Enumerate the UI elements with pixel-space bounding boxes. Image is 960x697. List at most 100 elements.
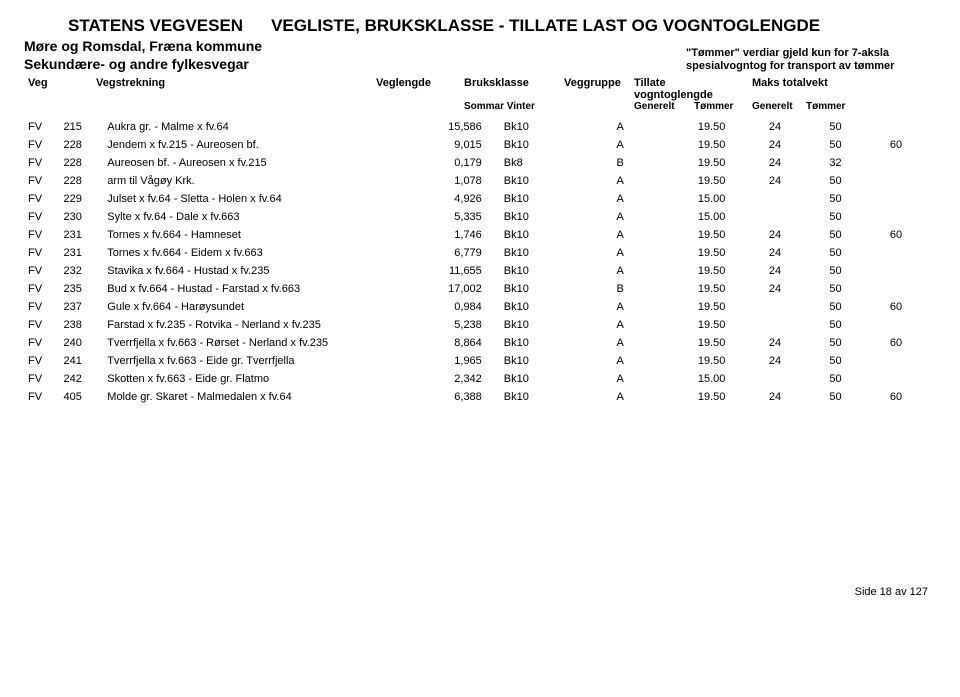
cell-bruksklasse: Bk10 — [500, 172, 613, 190]
cell-tillate-generelt: 19.50 — [694, 352, 765, 370]
cell-bruksklasse: Bk10 — [500, 334, 613, 352]
cell-gruppe: A — [612, 298, 693, 316]
table-row: FV231Tornes x fv.664 - Hamneset1,746Bk10… — [24, 226, 936, 244]
cell-bruksklasse: Bk10 — [500, 226, 613, 244]
cell-lengde: 2,342 — [404, 370, 500, 388]
cell-veg-prefix: FV — [24, 352, 59, 370]
cell-strekning: Farstad x fv.235 - Rotvika - Nerland x f… — [103, 316, 404, 334]
cell-strekning: Jendem x fv.215 - Aureosen bf. — [103, 136, 404, 154]
cell-tillate-tommer: 24 — [765, 118, 826, 136]
cell-maks-generelt: 50 — [825, 136, 886, 154]
cell-tillate-tommer: 24 — [765, 262, 826, 280]
cell-gruppe: B — [612, 280, 693, 298]
header-row: STATENS VEGVESEN VEGLISTE, BRUKSKLASSE -… — [24, 16, 936, 36]
cell-maks-generelt: 50 — [825, 244, 886, 262]
cell-bruksklasse: Bk10 — [500, 388, 613, 406]
cell-gruppe: A — [612, 118, 693, 136]
cell-tillate-generelt: 19.50 — [694, 388, 765, 406]
column-subheaders: Sommar Vinter Generelt Tømmer Generelt T… — [24, 101, 936, 112]
cell-veg-num: 238 — [59, 316, 103, 334]
cell-veg-num: 405 — [59, 388, 103, 406]
table-row: FV242Skotten x fv.663 - Eide gr. Flatmo2… — [24, 370, 936, 388]
cell-veg-num: 240 — [59, 334, 103, 352]
cell-bruksklasse: Bk10 — [500, 244, 613, 262]
cell-tillate-tommer: 24 — [765, 226, 826, 244]
cell-maks-tommer: 60 — [886, 334, 936, 352]
cell-maks-tommer — [886, 244, 936, 262]
cell-lengde: 9,015 — [404, 136, 500, 154]
cell-maks-tommer — [886, 352, 936, 370]
cell-veg-prefix: FV — [24, 190, 59, 208]
cell-gruppe: A — [612, 262, 693, 280]
cell-tillate-tommer: 24 — [765, 244, 826, 262]
cell-maks-tommer — [886, 262, 936, 280]
col-veggruppe: Veggruppe — [560, 77, 630, 101]
cell-veg-num: 231 — [59, 244, 103, 262]
cell-maks-tommer: 60 — [886, 136, 936, 154]
cell-tillate-generelt: 15.00 — [694, 190, 765, 208]
cell-bruksklasse: Bk10 — [500, 118, 613, 136]
cell-veg-num: 237 — [59, 298, 103, 316]
cell-tillate-generelt: 19.50 — [694, 136, 765, 154]
cell-veg-prefix: FV — [24, 208, 59, 226]
cell-tillate-tommer: 24 — [765, 280, 826, 298]
col-generelt1: Generelt — [630, 101, 690, 112]
col-bruksklasse: Bruksklasse — [460, 77, 560, 101]
col-veg: Veg — [24, 77, 92, 101]
cell-strekning: arm til Vågøy Krk. — [103, 172, 404, 190]
cell-maks-tommer — [886, 154, 936, 172]
cell-bruksklasse: Bk10 — [500, 298, 613, 316]
cell-lengde: 6,388 — [404, 388, 500, 406]
col-generelt2: Generelt — [748, 101, 802, 112]
cell-veg-prefix: FV — [24, 136, 59, 154]
cell-strekning: Aukra gr. - Malme x fv.64 — [103, 118, 404, 136]
cell-bruksklasse: Bk10 — [500, 262, 613, 280]
cell-maks-tommer: 60 — [886, 226, 936, 244]
cell-veg-prefix: FV — [24, 262, 59, 280]
cell-veg-num: 241 — [59, 352, 103, 370]
cell-veg-num: 232 — [59, 262, 103, 280]
table-row: FV241Tverrfjella x fv.663 - Eide gr. Tve… — [24, 352, 936, 370]
col-veglengde: Veglengde — [372, 77, 460, 101]
cell-tillate-tommer — [765, 190, 826, 208]
cell-gruppe: A — [612, 208, 693, 226]
cell-maks-generelt: 50 — [825, 388, 886, 406]
cell-tillate-generelt: 19.50 — [694, 154, 765, 172]
cell-bruksklasse: Bk8 — [500, 154, 613, 172]
table-row: FV238Farstad x fv.235 - Rotvika - Nerlan… — [24, 316, 936, 334]
table-row: FV240Tverrfjella x fv.663 - Rørset - Ner… — [24, 334, 936, 352]
cell-veg-prefix: FV — [24, 226, 59, 244]
cell-gruppe: B — [612, 154, 693, 172]
cell-strekning: Tverrfjella x fv.663 - Rørset - Nerland … — [103, 334, 404, 352]
cell-tillate-generelt: 15.00 — [694, 208, 765, 226]
cell-lengde: 0,984 — [404, 298, 500, 316]
cell-veg-num: 228 — [59, 172, 103, 190]
cell-veg-num: 215 — [59, 118, 103, 136]
cell-maks-tommer — [886, 172, 936, 190]
cell-lengde: 4,926 — [404, 190, 500, 208]
cell-tillate-generelt: 19.50 — [694, 172, 765, 190]
doc-title: VEGLISTE, BRUKSKLASSE - TILLATE LAST OG … — [271, 16, 820, 36]
cell-maks-tommer — [886, 208, 936, 226]
page-footer: Side 18 av 127 — [24, 586, 936, 598]
cell-bruksklasse: Bk10 — [500, 208, 613, 226]
table-row: FV235Bud x fv.664 - Hustad - Farstad x f… — [24, 280, 936, 298]
table-row: FV215Aukra gr. - Malme x fv.6415,586Bk10… — [24, 118, 936, 136]
cell-veg-num: 229 — [59, 190, 103, 208]
column-headers: Veg Vegstrekning Veglengde Bruksklasse V… — [24, 77, 936, 101]
cell-veg-prefix: FV — [24, 316, 59, 334]
cell-strekning: Tornes x fv.664 - Hamneset — [103, 226, 404, 244]
tommer-note-l2: spesialvogntog for transport av tømmer — [686, 60, 936, 73]
table-row: FV228Jendem x fv.215 - Aureosen bf.9,015… — [24, 136, 936, 154]
cell-bruksklasse: Bk10 — [500, 316, 613, 334]
cell-strekning: Gule x fv.664 - Harøysundet — [103, 298, 404, 316]
cell-bruksklasse: Bk10 — [500, 370, 613, 388]
cell-maks-tommer — [886, 370, 936, 388]
cell-maks-generelt: 50 — [825, 190, 886, 208]
col-tillate: Tillate vogntoglengde — [630, 77, 748, 101]
cell-maks-generelt: 50 — [825, 262, 886, 280]
cell-gruppe: A — [612, 190, 693, 208]
cell-lengde: 5,238 — [404, 316, 500, 334]
cell-tillate-generelt: 19.50 — [694, 334, 765, 352]
cell-maks-tommer — [886, 316, 936, 334]
